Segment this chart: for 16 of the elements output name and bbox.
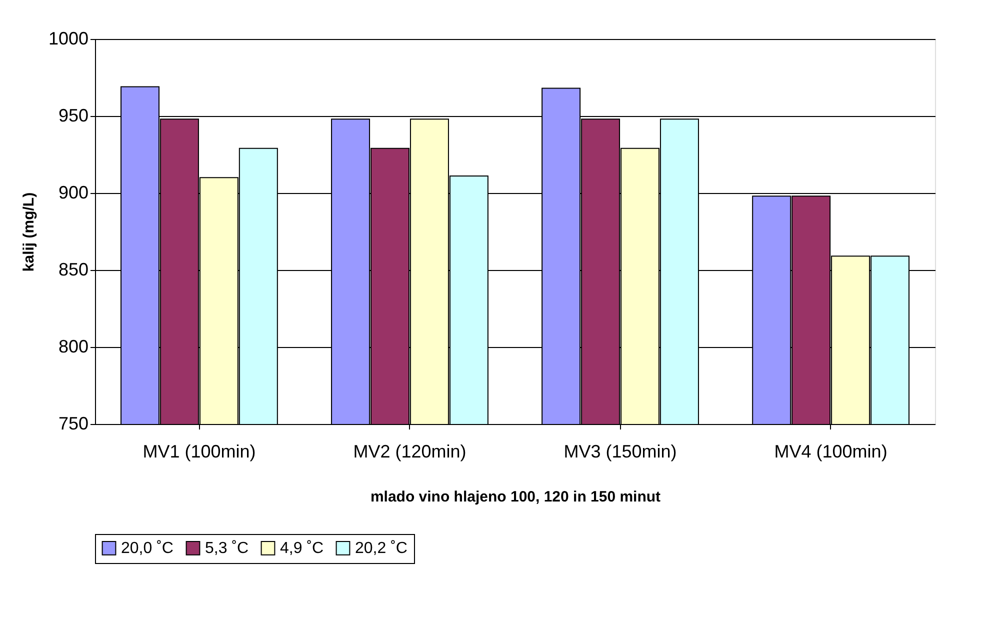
y-tick-label: 850 — [58, 260, 88, 280]
x-tick-label: MV2 (120min) — [353, 442, 466, 462]
y-tick-label: 800 — [58, 336, 88, 356]
x-tick-label: MV3 (150min) — [564, 442, 677, 462]
y-tick-label: 1000 — [48, 28, 88, 48]
legend-label: 5,3 ˚C — [205, 540, 249, 558]
y-tick-label: 750 — [58, 414, 88, 434]
legend-label: 4,9 ˚C — [280, 540, 324, 558]
x-tick-label: MV4 (100min) — [774, 442, 888, 462]
y-axis-title: kalij (mg/L) — [20, 192, 38, 272]
legend-label: 20,2 ˚C — [355, 540, 408, 558]
y-tick-label: 900 — [58, 182, 88, 202]
legend-label: 20,0 ˚C — [121, 540, 174, 558]
x-tick-label: MV1 (100min) — [142, 442, 256, 462]
x-axis-title: mlado vino hlajeno 100, 120 in 150 minut — [370, 488, 661, 506]
y-tick-label: 950 — [58, 106, 88, 126]
